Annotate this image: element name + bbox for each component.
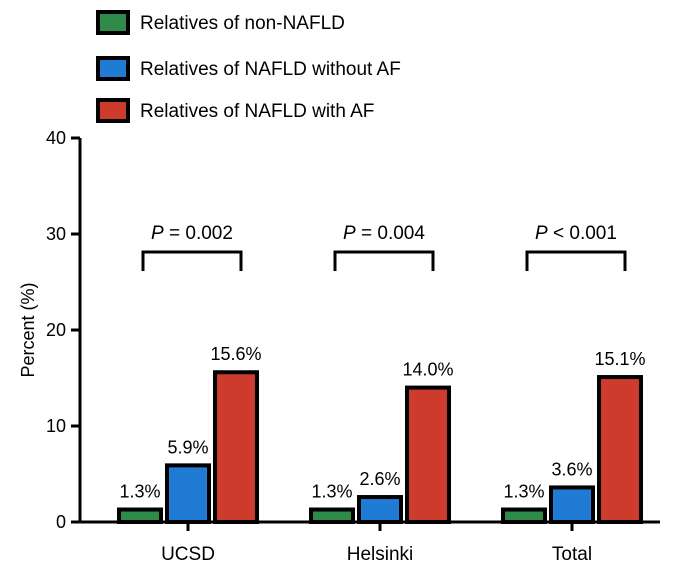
y-tick-label: 20 bbox=[46, 320, 66, 340]
bar bbox=[501, 507, 547, 524]
p-value-label: P < 0.001 bbox=[535, 223, 617, 244]
y-axis: 0 10 20 30 40 Percent (%) bbox=[18, 128, 82, 532]
p-value-label: P = 0.004 bbox=[343, 223, 425, 244]
significance-bracket bbox=[525, 250, 627, 271]
y-tick-label: 40 bbox=[46, 128, 66, 148]
bar-value-label: 2.6% bbox=[359, 469, 400, 489]
legend-swatch bbox=[96, 10, 130, 35]
legend-label: Relatives of NAFLD with AF bbox=[140, 101, 374, 122]
bar bbox=[357, 495, 403, 525]
significance-annotations: P = 0.002 P = 0.004 P < 0.001 bbox=[141, 223, 627, 271]
p-value-label: P = 0.002 bbox=[151, 223, 233, 244]
bar-value-label: 5.9% bbox=[167, 437, 208, 457]
x-axis: UCSD Helsinki Total bbox=[78, 520, 660, 563]
bar bbox=[597, 375, 643, 525]
bar-value-label: 3.6% bbox=[551, 459, 592, 479]
legend: Relatives of non-NAFLD Relatives of NAFLD… bbox=[96, 10, 401, 123]
x-tick-label: UCSD bbox=[161, 544, 215, 563]
bar-value-label: 1.3% bbox=[503, 482, 544, 502]
legend-swatch bbox=[96, 56, 130, 81]
legend-label: Relatives of NAFLD without AF bbox=[140, 59, 401, 80]
y-tick-label: 10 bbox=[46, 416, 66, 436]
bars: 1.3% 5.9% 15.6% 1.3% 2.6% 14.0% 1.3% 3.6% 15.1% bbox=[117, 344, 646, 525]
x-tick-label: Helsinki bbox=[347, 544, 414, 563]
y-axis-label: Percent (%) bbox=[18, 282, 38, 377]
significance-bracket bbox=[141, 250, 243, 271]
bar bbox=[165, 463, 211, 524]
bar bbox=[117, 507, 163, 524]
bar bbox=[309, 507, 355, 524]
bar bbox=[213, 370, 259, 524]
significance-bracket bbox=[333, 250, 435, 271]
bar-value-label: 1.3% bbox=[311, 482, 352, 502]
bar bbox=[549, 485, 595, 525]
y-tick-label: 30 bbox=[46, 224, 66, 244]
x-tick-label: Total bbox=[552, 544, 592, 563]
y-tick-label: 0 bbox=[56, 512, 66, 532]
bar-value-label: 15.6% bbox=[210, 344, 261, 364]
bar-value-label: 15.1% bbox=[594, 349, 645, 369]
bar-value-label: 14.0% bbox=[402, 360, 453, 380]
bar-value-label: 1.3% bbox=[119, 482, 160, 502]
legend-swatch bbox=[96, 98, 130, 123]
bar bbox=[405, 385, 451, 524]
legend-label: Relatives of non-NAFLD bbox=[140, 13, 345, 34]
